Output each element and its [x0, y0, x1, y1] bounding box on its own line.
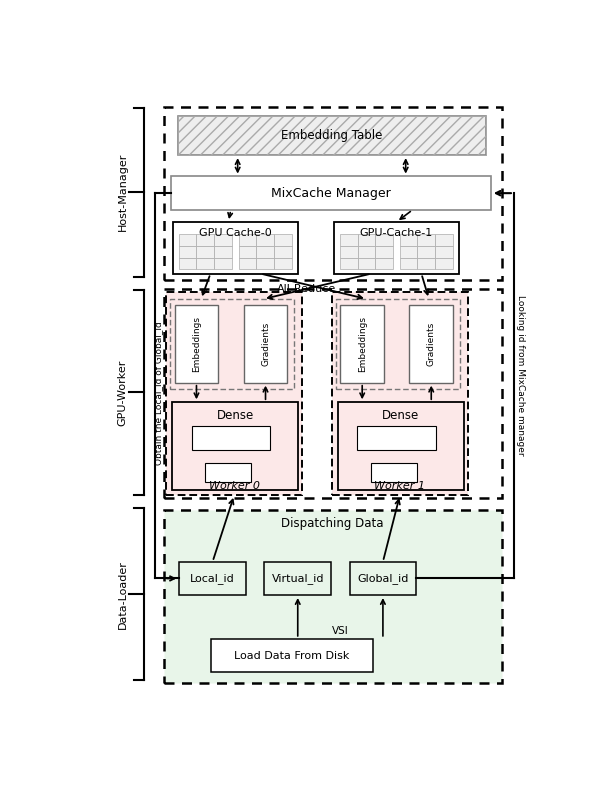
- Text: Dispatching Data: Dispatching Data: [281, 518, 383, 530]
- Text: Data-Loader: Data-Loader: [118, 559, 128, 629]
- Bar: [214, 258, 232, 269]
- Text: GPU-Worker: GPU-Worker: [118, 359, 128, 426]
- Bar: [264, 562, 331, 595]
- Text: Virtual_id: Virtual_id: [271, 573, 324, 584]
- Bar: [239, 258, 256, 269]
- Bar: [340, 246, 358, 258]
- Text: Global_id: Global_id: [357, 573, 409, 584]
- Bar: [172, 402, 298, 490]
- Bar: [371, 463, 417, 481]
- Bar: [173, 222, 298, 273]
- Bar: [256, 258, 274, 269]
- Bar: [435, 258, 453, 269]
- Text: MixCache Manager: MixCache Manager: [271, 187, 391, 199]
- Bar: [239, 246, 256, 258]
- Bar: [256, 246, 274, 258]
- Bar: [332, 292, 468, 495]
- Bar: [435, 234, 453, 246]
- Bar: [197, 246, 214, 258]
- Bar: [164, 510, 503, 683]
- Bar: [179, 562, 246, 595]
- Text: GPU Cache-0: GPU Cache-0: [199, 228, 271, 238]
- Bar: [214, 234, 232, 246]
- Text: All-Reduce: All-Reduce: [277, 284, 336, 294]
- Text: Worker 1: Worker 1: [374, 481, 425, 492]
- Text: Dense: Dense: [383, 410, 419, 422]
- Bar: [418, 258, 435, 269]
- Text: Gradients: Gradients: [426, 322, 436, 366]
- Bar: [178, 116, 486, 155]
- Bar: [337, 402, 464, 490]
- Bar: [358, 426, 435, 449]
- Bar: [197, 234, 214, 246]
- Bar: [349, 562, 416, 595]
- Bar: [336, 299, 460, 388]
- Bar: [358, 258, 375, 269]
- Text: Embeddings: Embeddings: [192, 316, 201, 372]
- Bar: [418, 234, 435, 246]
- Text: Load Data From Disk: Load Data From Disk: [234, 651, 350, 660]
- Bar: [274, 246, 292, 258]
- Bar: [170, 299, 294, 388]
- Bar: [358, 246, 375, 258]
- Bar: [375, 234, 393, 246]
- Text: Dense: Dense: [217, 410, 254, 422]
- Bar: [340, 305, 384, 383]
- Bar: [274, 258, 292, 269]
- Bar: [400, 258, 418, 269]
- Bar: [334, 222, 459, 273]
- Bar: [206, 463, 251, 481]
- Text: Host-Manager: Host-Manager: [118, 153, 128, 232]
- Bar: [375, 258, 393, 269]
- Bar: [340, 258, 358, 269]
- Text: Obtain the Local_id of Global_id: Obtain the Local_id of Global_id: [154, 322, 163, 465]
- Bar: [400, 234, 418, 246]
- Text: VSI: VSI: [332, 626, 349, 636]
- Bar: [197, 258, 214, 269]
- Text: Gradients: Gradients: [261, 322, 270, 366]
- Text: Worker 0: Worker 0: [208, 481, 260, 492]
- Bar: [179, 246, 197, 258]
- Bar: [375, 246, 393, 258]
- Bar: [179, 258, 197, 269]
- Bar: [256, 234, 274, 246]
- Bar: [164, 288, 503, 498]
- Bar: [435, 246, 453, 258]
- Text: Local_id: Local_id: [190, 573, 235, 584]
- Bar: [179, 234, 197, 246]
- Bar: [214, 246, 232, 258]
- Text: Looking id from MixCache manager: Looking id from MixCache manager: [516, 295, 525, 455]
- Text: Embedding Table: Embedding Table: [282, 129, 383, 142]
- Bar: [274, 234, 292, 246]
- Bar: [164, 106, 503, 280]
- Text: GPU-Cache-1: GPU-Cache-1: [360, 228, 433, 238]
- Bar: [166, 292, 302, 495]
- Bar: [340, 234, 358, 246]
- Bar: [239, 234, 256, 246]
- Bar: [418, 246, 435, 258]
- Bar: [211, 639, 372, 672]
- Bar: [178, 116, 486, 155]
- Bar: [358, 234, 375, 246]
- Bar: [192, 426, 270, 449]
- Bar: [171, 177, 491, 210]
- Bar: [400, 246, 418, 258]
- Bar: [175, 305, 219, 383]
- Bar: [244, 305, 287, 383]
- Bar: [409, 305, 453, 383]
- Text: Embeddings: Embeddings: [358, 316, 366, 372]
